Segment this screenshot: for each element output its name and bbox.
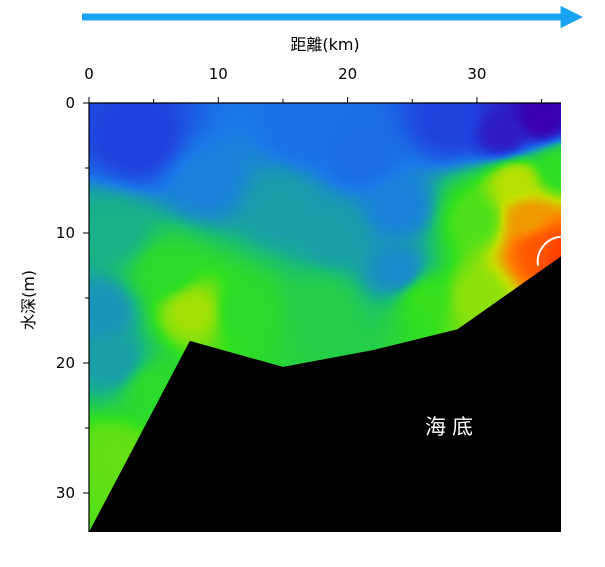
seafloor-polygon <box>89 256 561 532</box>
x-axis-title: 距離(km) <box>290 35 359 54</box>
x-tick-label: 0 <box>84 65 94 83</box>
hot-contour-line <box>536 235 561 266</box>
y-tick-label: 30 <box>56 484 75 502</box>
x-tick-label: 10 <box>209 65 228 83</box>
y-tick-label: 20 <box>56 354 75 372</box>
y-axis-title: 水深(m) <box>19 270 38 330</box>
x-tick-label: 30 <box>467 65 486 83</box>
plot-area <box>89 103 561 532</box>
y-tick-label: 10 <box>56 224 75 242</box>
x-tick-label: 20 <box>338 65 357 83</box>
seafloor-label: 海底 <box>425 415 479 439</box>
axes: 0 10 20 30 0 10 20 30 <box>56 65 561 532</box>
y-tick-label: 0 <box>65 94 75 112</box>
